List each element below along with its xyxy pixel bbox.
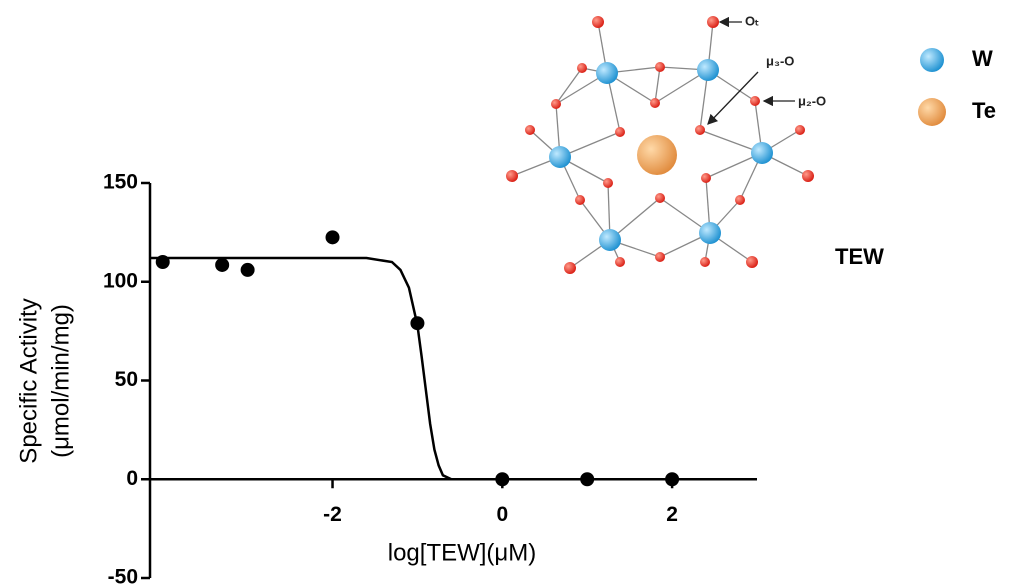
structure-label: TEW <box>835 244 884 269</box>
data-point <box>665 472 679 486</box>
legend-label: W <box>972 46 993 71</box>
annotation: μ₃-O <box>766 53 794 68</box>
data-point <box>410 316 424 330</box>
data-point <box>326 230 340 244</box>
x-tick-label: 0 <box>496 503 508 526</box>
x-axis-label: log[TEW](μM) <box>388 539 537 566</box>
legend-marker <box>918 98 946 126</box>
y-tick-label: -50 <box>108 566 138 587</box>
annotation: μ₂-O <box>798 93 826 108</box>
data-point <box>241 263 255 277</box>
y-tick-label: 150 <box>103 171 138 194</box>
annotation: Oₜ <box>745 13 759 28</box>
fit-curve <box>150 258 757 479</box>
y-tick-label: 50 <box>115 368 138 391</box>
figure: Oₜ μ₃-O μ₂-O TEW log[TEW](μM) Specific A… <box>0 0 1011 587</box>
y-tick-label: 0 <box>126 467 138 490</box>
data-point <box>580 472 594 486</box>
x-tick-label: -2 <box>323 503 342 526</box>
x-tick-label: 2 <box>666 503 678 526</box>
y-axis-label: (μmol/min/mg) <box>47 304 74 458</box>
data-point <box>156 255 170 269</box>
y-tick-label: 100 <box>103 269 138 292</box>
legend-marker <box>920 48 944 72</box>
legend-label: Te <box>972 98 996 123</box>
data-point <box>495 472 509 486</box>
y-axis-label: Specific Activity <box>15 298 42 463</box>
molecule-diagram: Oₜ μ₃-O μ₂-O <box>506 13 826 274</box>
data-point <box>215 258 229 272</box>
